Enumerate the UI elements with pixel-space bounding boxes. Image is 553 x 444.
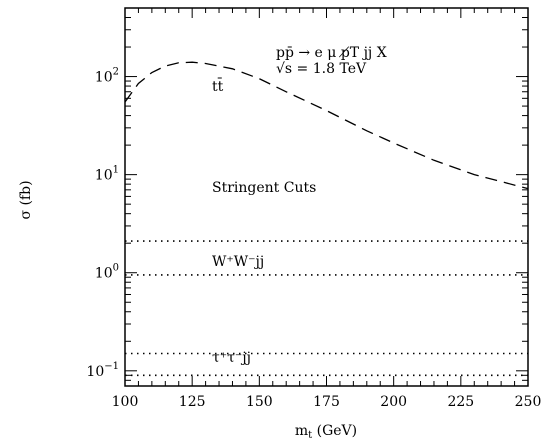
y-tick-label: 102: [95, 67, 119, 86]
x-axis-label: mt (GeV): [295, 423, 357, 441]
ww-label: W⁺W⁻jj: [212, 254, 264, 270]
ttbar-label: tt̄: [212, 77, 224, 95]
y-axis-label: σ (fb): [18, 180, 34, 219]
y-tick-label: 100: [95, 263, 119, 282]
y-tick-label: 101: [95, 165, 119, 184]
x-tick-label: 250: [515, 394, 542, 410]
x-tick-label: 150: [246, 394, 273, 410]
axis-ticks: [124, 7, 529, 387]
x-tick-label: 225: [447, 394, 474, 410]
x-tick-label: 100: [112, 394, 139, 410]
x-tick-labels: 100 125 150 175 200 225 250: [112, 394, 542, 410]
tautau-label: τ⁺τ⁻jj: [212, 350, 251, 366]
ttbar-curve: [124, 61, 529, 190]
x-tick-label: 175: [313, 394, 340, 410]
energy-label: √s = 1.8 TeV: [276, 61, 367, 77]
y-tick-label: 10−1: [86, 361, 119, 380]
y-tick-labels: 10−1 100 101 102: [86, 67, 119, 380]
cuts-label: Stringent Cuts: [212, 180, 316, 196]
process-label: pp̄ → e μ p̸T jj X: [276, 45, 387, 61]
x-tick-label: 125: [179, 394, 206, 410]
x-tick-label: 200: [380, 394, 407, 410]
series-group: [124, 61, 529, 377]
